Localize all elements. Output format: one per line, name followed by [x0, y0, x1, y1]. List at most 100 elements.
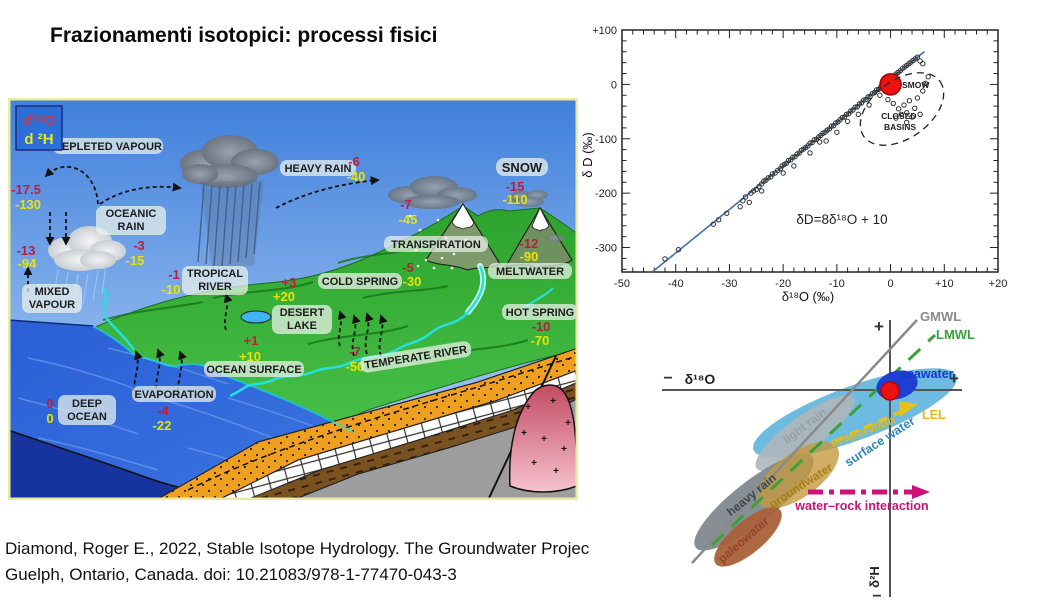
svg-text:-30: -30	[721, 278, 737, 290]
y-axis-label: δ²H	[867, 566, 882, 588]
svg-text:+: +	[541, 434, 547, 445]
lel-label: LEL	[922, 408, 946, 422]
station-hot-spring: HOT SPRING -10 -70	[502, 304, 578, 348]
station-depleted-vapour: DEPLETED VAPOUR -17.5 -130	[11, 138, 163, 212]
svg-text:-10: -10	[162, 282, 181, 297]
svg-text:+: +	[531, 458, 537, 469]
svg-text:-40: -40	[668, 278, 684, 290]
svg-text:-94: -94	[18, 256, 38, 271]
gmwl-line	[691, 319, 918, 564]
isotope-legend: d¹⁸O d ²H	[15, 105, 63, 151]
minus-left: −	[663, 370, 672, 387]
svg-text:RIVER: RIVER	[198, 281, 232, 293]
meteoric-water-line-chart: CLOSED BASINS SMOW δD=8δ¹⁸O + 10 -50 -40 -…	[580, 25, 1007, 304]
station-mixed-vapour: -13 -94 MIXED VAPOUR	[17, 243, 82, 313]
station-ocean-surface: +1 +10 OCEAN SURFACE	[204, 333, 304, 377]
svg-text:-7: -7	[400, 197, 412, 212]
svg-text:+20: +20	[273, 289, 295, 304]
svg-text:+: +	[561, 444, 567, 455]
svg-text:0: 0	[611, 79, 617, 91]
station-tropical-river: -1 -10 TROPICAL RIVER	[162, 266, 248, 297]
svg-text:-50: -50	[614, 278, 630, 290]
seawater-label: seawater	[900, 367, 954, 381]
svg-text:OCEAN SURFACE: OCEAN SURFACE	[206, 364, 301, 376]
svg-text:-40: -40	[347, 169, 366, 184]
isotope-schematic-figure: GMWL LMWL + − δ¹⁸O + δ²H − seawater surf…	[662, 309, 975, 604]
svg-text:-20: -20	[775, 278, 791, 290]
svg-text:-10: -10	[829, 278, 845, 290]
lel-arrow	[834, 401, 918, 443]
svg-text:-7: -7	[349, 344, 361, 359]
svg-text:-110: -110	[502, 192, 527, 207]
svg-text:MELTWATER: MELTWATER	[496, 266, 564, 278]
y-tick-labels: +100 0 -100 -200 -300	[592, 25, 617, 255]
svg-text:-13: -13	[17, 243, 36, 258]
svg-text:EVAPORATION: EVAPORATION	[134, 389, 213, 401]
station-meltwater: -12 -90 MELTWATER	[488, 236, 572, 279]
svg-text:+20: +20	[989, 278, 1008, 290]
water-rock-label: water–rock interaction	[794, 499, 928, 513]
plus-right: +	[949, 369, 959, 388]
geology-cross-section: +++ +++ ++	[154, 347, 578, 500]
svg-text:+: +	[525, 402, 531, 413]
svg-text:-12: -12	[520, 236, 539, 251]
cloud-small	[509, 190, 565, 242]
svg-text:-45: -45	[399, 212, 418, 227]
svg-text:HOT SPRING: HOT SPRING	[506, 307, 574, 319]
svg-text:HEAVY RAIN: HEAVY RAIN	[285, 163, 352, 175]
plus-top: +	[874, 317, 884, 336]
citation-line2: Guelph, Ontario, Canada. doi: 10.21083/9…	[5, 565, 457, 584]
svg-text:-50: -50	[346, 359, 365, 374]
svg-text:-100: -100	[595, 134, 617, 146]
station-deep-ocean: DEEP OCEAN 0 0	[46, 395, 116, 426]
closed-basins-ellipse	[859, 72, 945, 146]
page-title: Frazionamenti isotopici: processi fisici	[50, 24, 438, 47]
station-transpiration: -7 -45 TRANSPIRATION	[384, 197, 488, 252]
scatter-content	[652, 50, 931, 273]
citation: Diamond, Roger E., 2022, Stable Isotope …	[5, 536, 650, 588]
svg-text:0: 0	[46, 411, 53, 426]
station-snow: SNOW -15 -110	[496, 158, 548, 207]
svg-text:-200: -200	[595, 188, 617, 200]
svg-text:DEPLETED VAPOUR: DEPLETED VAPOUR	[54, 141, 162, 153]
pluton-plus-marks: +++ +++ ++	[521, 396, 571, 477]
svg-text:OCEANIC: OCEANIC	[106, 208, 157, 220]
x-axis-label: δ¹⁸O	[685, 371, 716, 387]
svg-text:+: +	[550, 396, 556, 407]
svg-text:MIXED: MIXED	[35, 286, 70, 298]
minus-bottom: −	[872, 588, 881, 604]
svg-text:SNOW: SNOW	[502, 160, 543, 175]
citation-line1: Diamond, Roger E., 2022, Stable Isotope …	[5, 539, 590, 558]
svg-text:-17.5: -17.5	[11, 182, 41, 197]
svg-text:TRANSPIRATION: TRANSPIRATION	[391, 239, 481, 251]
station-heavy-rain: HEAVY RAIN -6 -40	[280, 154, 365, 184]
closed-basins-label: CLOSED BASINS	[881, 111, 919, 132]
lmwl-label: LMWL	[936, 327, 975, 342]
svg-text:-70: -70	[531, 333, 550, 348]
groundwater-field	[757, 441, 839, 509]
svg-text:-15: -15	[126, 253, 145, 268]
svg-text:d¹⁸O: d¹⁸O	[23, 112, 56, 129]
mwl-equation: δD=8δ¹⁸O + 10	[796, 212, 887, 227]
x-tick-labels: -50 -40 -30 -20 -10 0 +10 +20	[614, 278, 1007, 290]
desert-lake-water	[240, 310, 272, 324]
svg-text:d ²H: d ²H	[24, 131, 53, 148]
svg-text:+3: +3	[282, 275, 297, 290]
svg-text:DEEP: DEEP	[72, 398, 102, 410]
svg-text:OCEAN: OCEAN	[67, 411, 107, 423]
svg-text:VAPOUR: VAPOUR	[29, 299, 75, 311]
y-axis-title: δ D (‰)	[580, 132, 595, 178]
svg-text:-22: -22	[153, 418, 172, 433]
x-axis-title: δ¹⁸O (‰)	[782, 289, 834, 304]
svg-text:+10: +10	[239, 349, 261, 364]
smow-label: SMOW	[902, 80, 930, 90]
figure-border	[8, 98, 578, 500]
svg-text:+1: +1	[244, 333, 259, 348]
svg-text:-6: -6	[348, 154, 360, 169]
svg-text:-300: -300	[595, 243, 617, 255]
svg-text:-10: -10	[532, 319, 551, 334]
cloud-heavy-rain	[180, 135, 279, 268]
svg-text:LAKE: LAKE	[287, 320, 317, 332]
svg-text:-5: -5	[402, 260, 414, 275]
